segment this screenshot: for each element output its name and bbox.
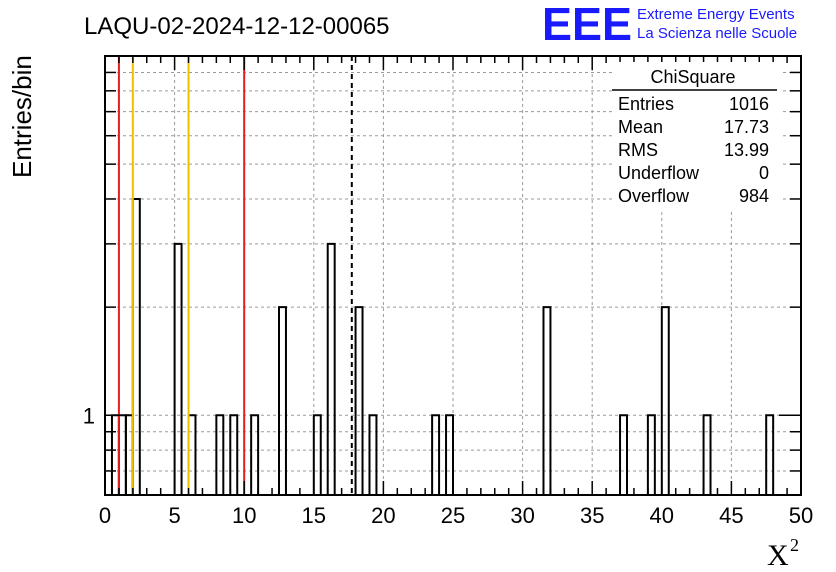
histogram-bar (117, 414, 127, 495)
x-tick-label: 10 (232, 503, 256, 528)
histogram-bar (124, 414, 134, 495)
y-axis-label: Entries/bin (7, 55, 37, 178)
logo-line1: Extreme Energy Events (637, 6, 795, 23)
stats-row-value: 17.73 (724, 117, 769, 137)
stats-row-label: Entries (618, 94, 674, 114)
x-tick-label: 25 (441, 503, 465, 528)
histogram-bar (110, 414, 120, 495)
x-axis-label-text: X (767, 539, 789, 572)
stats-row-value: 0 (759, 163, 769, 183)
logo-eee-text: EEE (542, 0, 632, 50)
marker-lines (117, 56, 353, 495)
histogram-bar (354, 306, 364, 495)
x-tick-label: 35 (580, 503, 604, 528)
x-tick-label: 30 (510, 503, 534, 528)
stats-row-value: 984 (739, 186, 769, 206)
stats-row-label: Mean (618, 117, 663, 137)
stats-row-value: 13.99 (724, 140, 769, 160)
y-tick-label: 1 (83, 403, 95, 428)
histogram-bar (312, 414, 322, 495)
stats-row-label: Underflow (618, 163, 700, 183)
stats-box-title: ChiSquare (650, 67, 735, 87)
x-axis-label-superscript: 2 (790, 535, 799, 555)
stats-row-label: Overflow (618, 186, 690, 206)
axis-ticks: 0 5 10 15 20 25 30 35 40 45 50 1 (83, 56, 813, 528)
histogram-bar (250, 414, 260, 495)
x-tick-label: 0 (99, 503, 111, 528)
histogram-bar (431, 414, 441, 495)
logo-line2: La Scienza nelle Scuole (637, 25, 797, 42)
histogram-bar (646, 414, 656, 495)
histogram-bar (619, 414, 628, 495)
x-tick-label: 15 (302, 503, 326, 528)
x-axis-label: X 2 (767, 535, 799, 572)
histogram-bar (660, 306, 670, 495)
eee-logo: EEE Extreme Energy Events La Scienza nel… (542, 0, 797, 50)
x-tick-label: 20 (371, 503, 395, 528)
stats-row-label: RMS (618, 140, 658, 160)
histogram-bar (326, 242, 336, 495)
histogram-bar (187, 414, 197, 495)
histogram-bar (173, 242, 183, 495)
x-tick-label: 40 (650, 503, 674, 528)
histogram-bar (445, 414, 454, 495)
x-tick-label: 50 (789, 503, 813, 528)
histogram-bar (229, 414, 239, 495)
chart-title: LAQU-02-2024-12-12-00065 (84, 13, 390, 40)
x-tick-label: 45 (719, 503, 743, 528)
stats-row-value: 1016 (729, 94, 769, 114)
histogram-bar (765, 414, 775, 495)
histogram-bar (542, 306, 552, 495)
x-tick-label: 5 (168, 503, 180, 528)
stats-box-background (612, 62, 782, 212)
stats-box: ChiSquare Entries 1016 Mean 17.73 RMS 13.99 Un… (612, 62, 782, 212)
histogram-bar (368, 414, 378, 495)
histogram-bar (215, 414, 225, 495)
histogram-bar (702, 414, 712, 495)
histogram-bar (278, 306, 287, 495)
